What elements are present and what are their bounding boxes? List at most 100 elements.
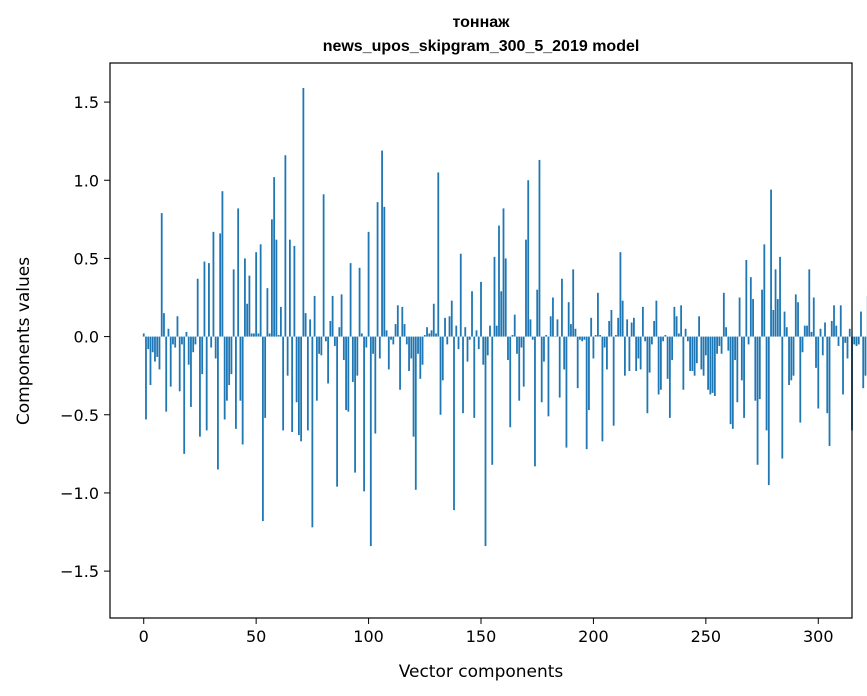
bar-267 (743, 336, 745, 418)
bar-35 (221, 191, 224, 337)
bar-266 (740, 336, 743, 381)
bar-148 (475, 330, 478, 337)
bar-187 (563, 336, 566, 370)
bar-308 (835, 325, 838, 337)
bar-62 (282, 336, 285, 431)
bar-124 (421, 336, 424, 365)
y-axis-ticks: 1.5 1.0 0.5 0.0 −0.5 −1.0 −1.5 (60, 93, 110, 581)
bar-63 (284, 155, 287, 337)
bar-49 (253, 333, 255, 337)
bar-30 (210, 336, 213, 348)
bar-106 (381, 150, 383, 337)
bar-54 (264, 336, 267, 418)
bar-95 (356, 336, 359, 376)
bar-34 (219, 233, 222, 337)
bar-291 (797, 302, 799, 337)
bar-151 (482, 336, 485, 365)
bar-297 (810, 331, 813, 337)
y-tick-label: −1.5 (60, 562, 99, 581)
bar-86 (336, 336, 338, 487)
bar-39 (230, 336, 233, 375)
x-tick-label: 50 (246, 627, 266, 646)
bar-257 (720, 336, 723, 354)
bar-93 (351, 336, 354, 382)
bar-202 (597, 292, 599, 337)
bar-262 (731, 336, 734, 429)
bar-191 (572, 269, 575, 337)
bar-231 (662, 336, 665, 342)
bar-136 (448, 316, 451, 337)
bar-2 (147, 336, 150, 350)
bar-168 (520, 336, 523, 348)
bar-68 (295, 336, 298, 403)
bar-220 (637, 336, 640, 359)
bar-17 (181, 336, 183, 345)
bar-21 (190, 336, 192, 407)
bar-268 (745, 259, 748, 337)
bar-11 (167, 328, 170, 337)
bar-253 (711, 336, 714, 393)
bar-313 (846, 336, 849, 359)
bar-140 (457, 336, 460, 350)
bar-261 (729, 336, 732, 425)
bar-67 (293, 245, 296, 337)
bar-199 (590, 317, 593, 337)
bar-153 (486, 336, 489, 356)
y-axis-label: Components values (14, 257, 34, 425)
bar-201 (594, 335, 597, 337)
bar-127 (428, 333, 431, 337)
bar-311 (842, 336, 844, 395)
bar-102 (372, 336, 374, 354)
bar-112 (394, 324, 397, 337)
bar-316 (853, 336, 856, 345)
bar-205 (603, 336, 606, 348)
bar-181 (549, 316, 552, 337)
bar-289 (792, 336, 795, 376)
bar-244 (691, 336, 694, 371)
bar-87 (338, 327, 341, 337)
bar-170 (525, 239, 527, 337)
bar-117 (405, 336, 408, 345)
bar-290 (794, 294, 797, 337)
bar-36 (223, 336, 226, 420)
bar-304 (826, 336, 829, 414)
bar-245 (693, 336, 696, 376)
bar-177 (540, 336, 543, 403)
bar-1 (145, 336, 147, 420)
bar-14 (174, 336, 177, 348)
y-tick-label: 1.0 (74, 171, 99, 190)
bar-61 (279, 306, 282, 337)
bar-159 (500, 291, 503, 337)
bar-91 (347, 336, 350, 412)
bar-138 (453, 336, 455, 511)
bar-132 (439, 336, 442, 415)
bar-79 (320, 336, 323, 356)
bar-235 (671, 336, 674, 361)
bar-312 (844, 336, 847, 343)
bar-12 (169, 336, 172, 387)
bar-162 (507, 336, 509, 361)
bar-75 (311, 336, 314, 528)
bar-218 (633, 317, 635, 337)
bar-60 (277, 335, 280, 337)
chart-title: тоннаж (453, 14, 511, 31)
bar-285 (783, 311, 786, 337)
bar-215 (626, 319, 629, 337)
bar-104 (376, 202, 379, 337)
bar-288 (790, 336, 793, 381)
bar-126 (426, 327, 428, 337)
bar-92 (349, 263, 352, 337)
bar-178 (543, 336, 545, 362)
bar-209 (612, 336, 615, 426)
bar-146 (471, 291, 473, 337)
bar-116 (403, 324, 406, 337)
bar-8 (160, 213, 163, 337)
bar-58 (273, 177, 276, 337)
bar-155 (491, 336, 494, 465)
bar-295 (806, 325, 808, 337)
bar-272 (754, 336, 757, 401)
bar-237 (675, 316, 678, 337)
bar-294 (803, 325, 806, 337)
bar-303 (824, 322, 826, 337)
bar-239 (680, 305, 683, 337)
